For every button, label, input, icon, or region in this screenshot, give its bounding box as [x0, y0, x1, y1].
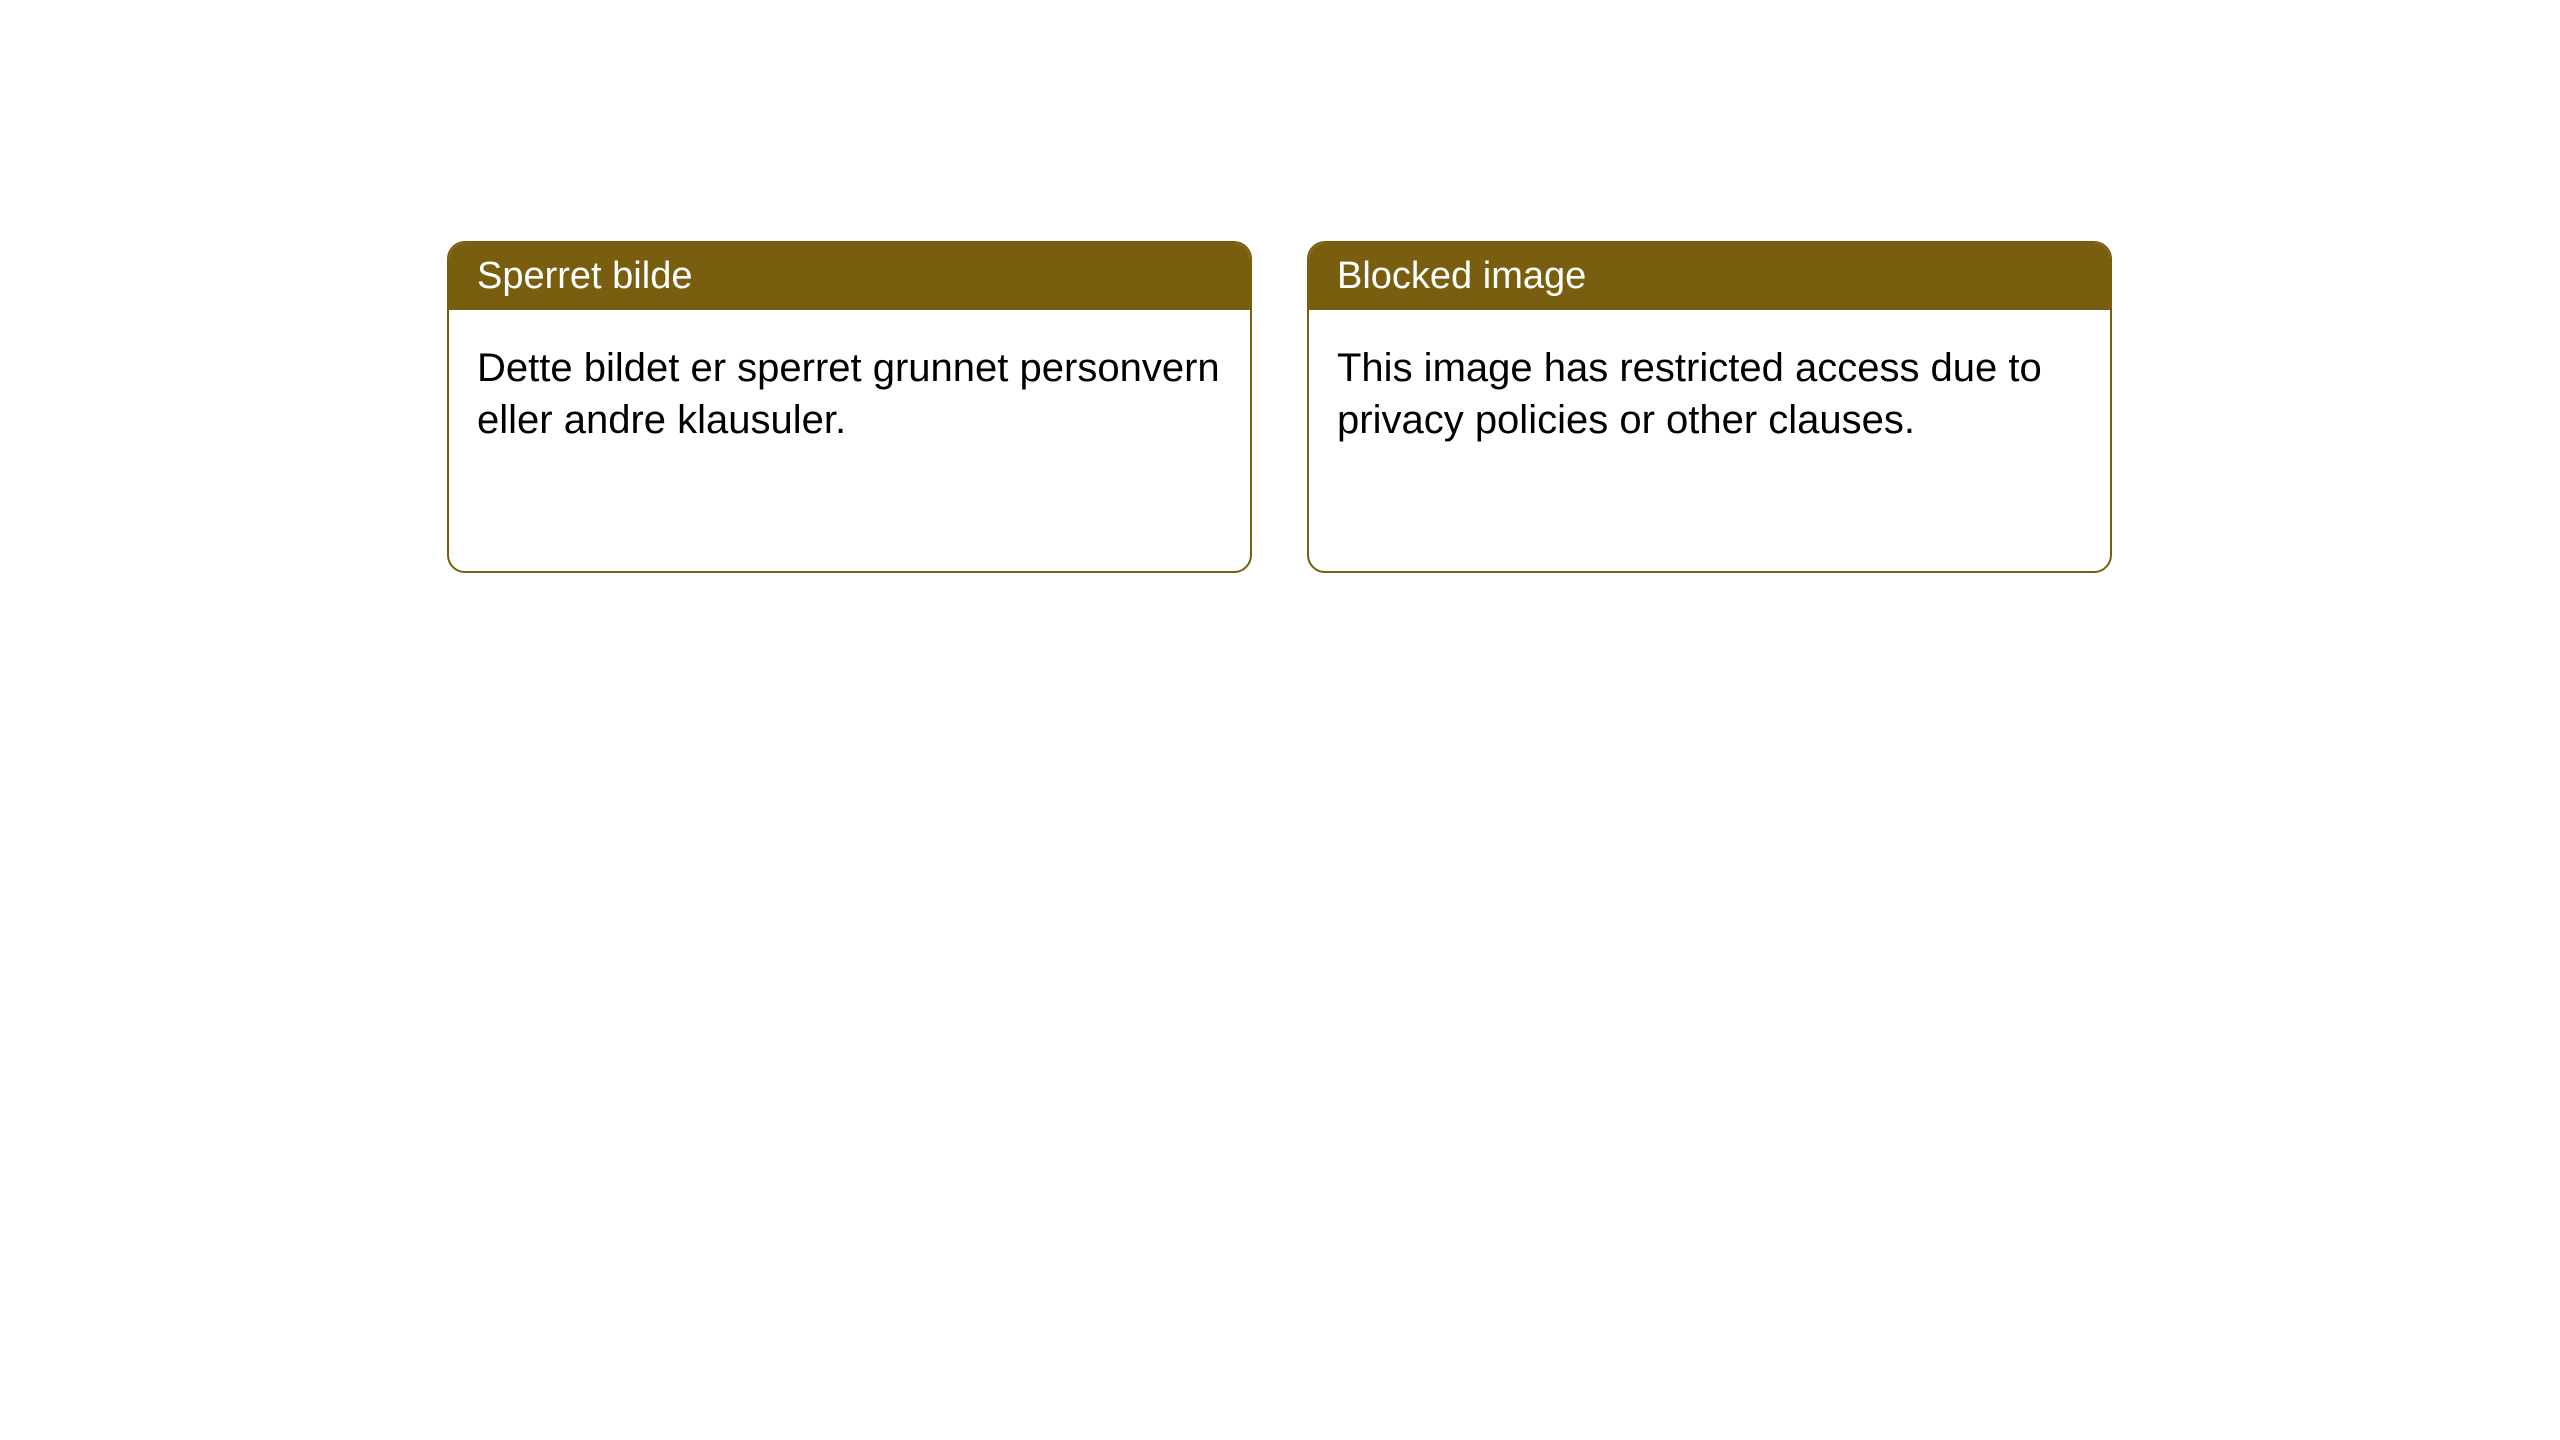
- notice-container: Sperret bilde Dette bildet er sperret gr…: [447, 241, 2112, 573]
- notice-body: This image has restricted access due to …: [1309, 310, 2110, 478]
- notice-text: Dette bildet er sperret grunnet personve…: [477, 346, 1220, 442]
- notice-header: Blocked image: [1309, 243, 2110, 310]
- notice-header: Sperret bilde: [449, 243, 1250, 310]
- notice-body: Dette bildet er sperret grunnet personve…: [449, 310, 1250, 478]
- notice-card-english: Blocked image This image has restricted …: [1307, 241, 2112, 573]
- notice-title: Sperret bilde: [477, 255, 692, 297]
- notice-text: This image has restricted access due to …: [1337, 346, 2042, 442]
- notice-title: Blocked image: [1337, 255, 1586, 297]
- notice-card-norwegian: Sperret bilde Dette bildet er sperret gr…: [447, 241, 1252, 573]
